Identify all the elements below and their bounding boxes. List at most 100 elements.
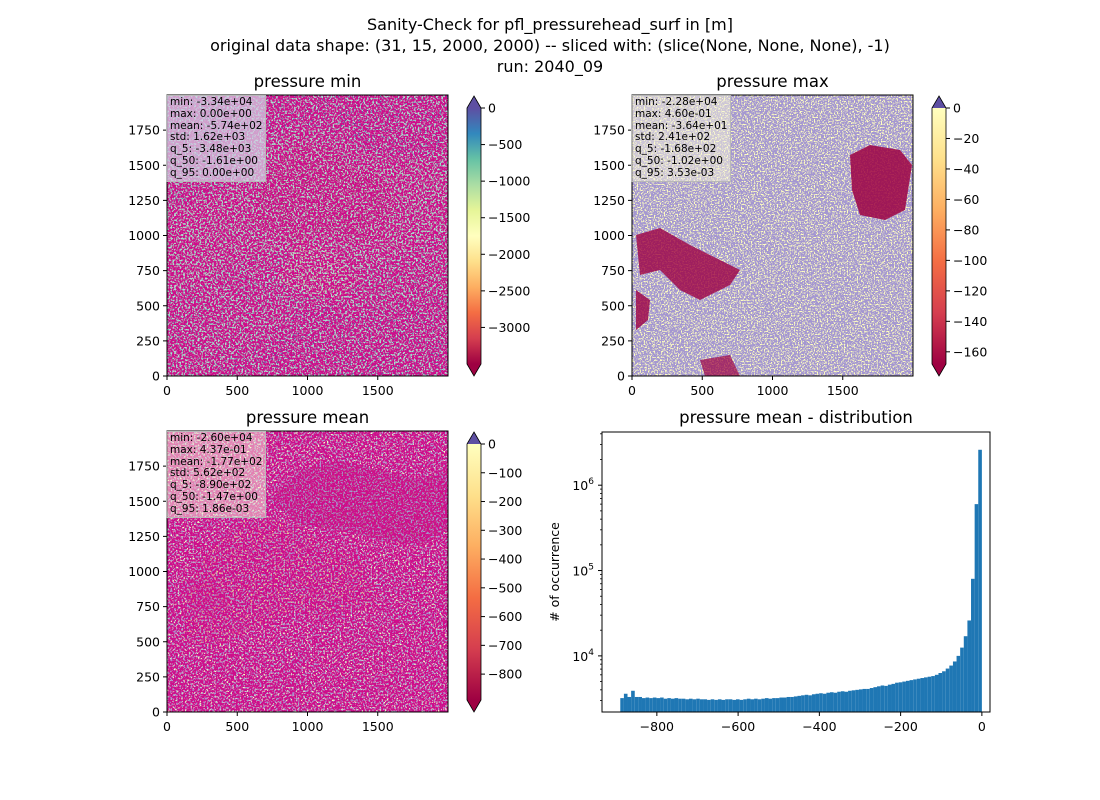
histogram-bar bbox=[761, 698, 765, 712]
tick-layer: 0 500 1000 1500 0 250 500 750 1000 1250 1500 1750 0 5… bbox=[128, 101, 987, 735]
panel-title-max: pressure max bbox=[716, 72, 829, 91]
colorbar-tick-label: −40 bbox=[953, 161, 979, 176]
histogram-bar bbox=[822, 693, 827, 712]
y-tick-label: 1500 bbox=[593, 158, 625, 173]
histogram-ylabel: # of occurrence bbox=[547, 522, 562, 622]
histogram-bar bbox=[790, 696, 794, 712]
stat-line: min: -2.60e+04 bbox=[170, 432, 253, 444]
histogram-x-tick-label: −800 bbox=[640, 719, 674, 734]
y-tick-label: 1750 bbox=[128, 123, 160, 138]
y-tick-label: 500 bbox=[136, 634, 160, 649]
histogram-axes: # of occurrence bbox=[547, 431, 991, 713]
stat-line: max: 0.00e+00 bbox=[170, 107, 252, 120]
histogram-x-tick-label: −600 bbox=[721, 719, 755, 734]
histogram-bar bbox=[757, 699, 762, 712]
histogram-bar bbox=[652, 697, 657, 712]
histogram-bar bbox=[924, 677, 928, 712]
colorbar-tick-label: −1000 bbox=[488, 174, 530, 189]
histogram-bar bbox=[945, 668, 950, 712]
stat-line: q_95: 0.00e+00 bbox=[170, 166, 255, 179]
histogram-bar bbox=[844, 691, 849, 712]
histogram-bar bbox=[851, 690, 856, 712]
histogram-bar bbox=[913, 679, 917, 712]
stat-line: q_95: 1.86e-03 bbox=[170, 502, 250, 515]
colorbar-tick-label: −1500 bbox=[488, 210, 530, 225]
histogram-bar bbox=[670, 698, 675, 712]
histogram-bar bbox=[649, 698, 653, 712]
stat-line: mean: -3.64e+01 bbox=[635, 119, 728, 132]
histogram-bar bbox=[833, 692, 838, 712]
histogram-bar bbox=[782, 697, 787, 712]
histogram-bar bbox=[750, 699, 755, 712]
colorbar-tick-label: −20 bbox=[953, 131, 979, 146]
histogram-bar bbox=[808, 695, 812, 712]
histogram-bar bbox=[678, 698, 682, 712]
colorbar-tick-label: −3000 bbox=[488, 320, 530, 335]
panel-title-min: pressure min bbox=[253, 72, 362, 91]
x-tick-label: 1000 bbox=[292, 719, 324, 734]
panel-title-mean: pressure mean bbox=[245, 408, 370, 427]
colorbar-tick-label: −100 bbox=[953, 253, 987, 268]
histogram-bar bbox=[631, 690, 635, 712]
histogram-bar bbox=[667, 698, 671, 712]
y-tick-label: 0 bbox=[152, 705, 160, 720]
histogram-x-tick-label: −200 bbox=[883, 719, 917, 734]
histogram-bar bbox=[967, 620, 972, 712]
y-tick-label: 1250 bbox=[128, 193, 160, 208]
y-tick-label: 1500 bbox=[128, 494, 160, 509]
colorbar-pressure-max bbox=[931, 95, 947, 377]
panel-pressure-min bbox=[166, 94, 449, 377]
histogram-bar bbox=[916, 678, 921, 712]
colorbar-tick-label: −500 bbox=[488, 580, 522, 595]
map-pressure-min bbox=[167, 95, 448, 376]
histogram-bar bbox=[960, 647, 964, 712]
histogram-bar bbox=[703, 699, 708, 712]
x-tick-label: 500 bbox=[225, 719, 249, 734]
colorbar-pressure-mean bbox=[466, 431, 482, 713]
histogram-bar bbox=[909, 680, 914, 712]
y-tick-label: 0 bbox=[152, 369, 160, 384]
y-tick-label: 1750 bbox=[593, 123, 625, 138]
x-tick-label: 1500 bbox=[827, 383, 859, 398]
y-tick-label: 250 bbox=[136, 333, 160, 348]
colorbar-tick-label: −60 bbox=[953, 192, 979, 207]
y-tick-label: 0 bbox=[617, 369, 625, 384]
x-tick-label: 500 bbox=[225, 383, 249, 398]
histogram-bar bbox=[971, 578, 975, 712]
histogram-bar bbox=[862, 688, 867, 712]
colorbar-tick-label: −2000 bbox=[488, 247, 530, 262]
histogram-bar bbox=[728, 699, 733, 712]
histogram-bar bbox=[735, 699, 740, 712]
y-tick-label: 250 bbox=[136, 669, 160, 684]
colorbar-tick-label: −140 bbox=[953, 314, 987, 329]
histogram-bar bbox=[699, 699, 704, 712]
figure-title-line-2: original data shape: (31, 15, 2000, 2000… bbox=[210, 36, 890, 55]
y-tick-label: 750 bbox=[136, 599, 160, 614]
histogram-bar bbox=[656, 698, 661, 712]
histogram-bar bbox=[685, 699, 689, 712]
histogram-bar bbox=[641, 698, 646, 712]
x-tick-label: 500 bbox=[690, 383, 714, 398]
stats-box-max: min: -2.28e+04 max: 4.60e-01 mean: -3.64… bbox=[631, 95, 732, 182]
histogram-bar bbox=[797, 695, 802, 712]
histogram-bar bbox=[974, 504, 979, 712]
histogram-x-tick-label: 0 bbox=[978, 719, 986, 734]
x-tick-label: 0 bbox=[163, 383, 171, 398]
colorbar-tick-label: −160 bbox=[953, 344, 987, 359]
stat-line: min: -2.28e+04 bbox=[635, 96, 718, 108]
y-tick-label: 1000 bbox=[128, 564, 160, 579]
histogram-bar bbox=[732, 699, 736, 712]
histogram-x-tick-label: −400 bbox=[802, 719, 836, 734]
y-tick-label: 1750 bbox=[128, 459, 160, 474]
histogram-bar bbox=[660, 697, 664, 712]
figure-title-line-3: run: 2040_09 bbox=[496, 57, 604, 76]
histogram-bar bbox=[681, 698, 686, 712]
histogram-bar bbox=[978, 449, 982, 712]
histogram-bar bbox=[819, 693, 823, 712]
histogram-bars bbox=[620, 449, 982, 712]
histogram-bar bbox=[880, 685, 885, 712]
histogram-bar bbox=[949, 665, 953, 712]
histogram-y-tick-label: 104 bbox=[572, 648, 594, 664]
x-tick-label: 1500 bbox=[362, 383, 394, 398]
histogram-bar bbox=[840, 691, 845, 712]
